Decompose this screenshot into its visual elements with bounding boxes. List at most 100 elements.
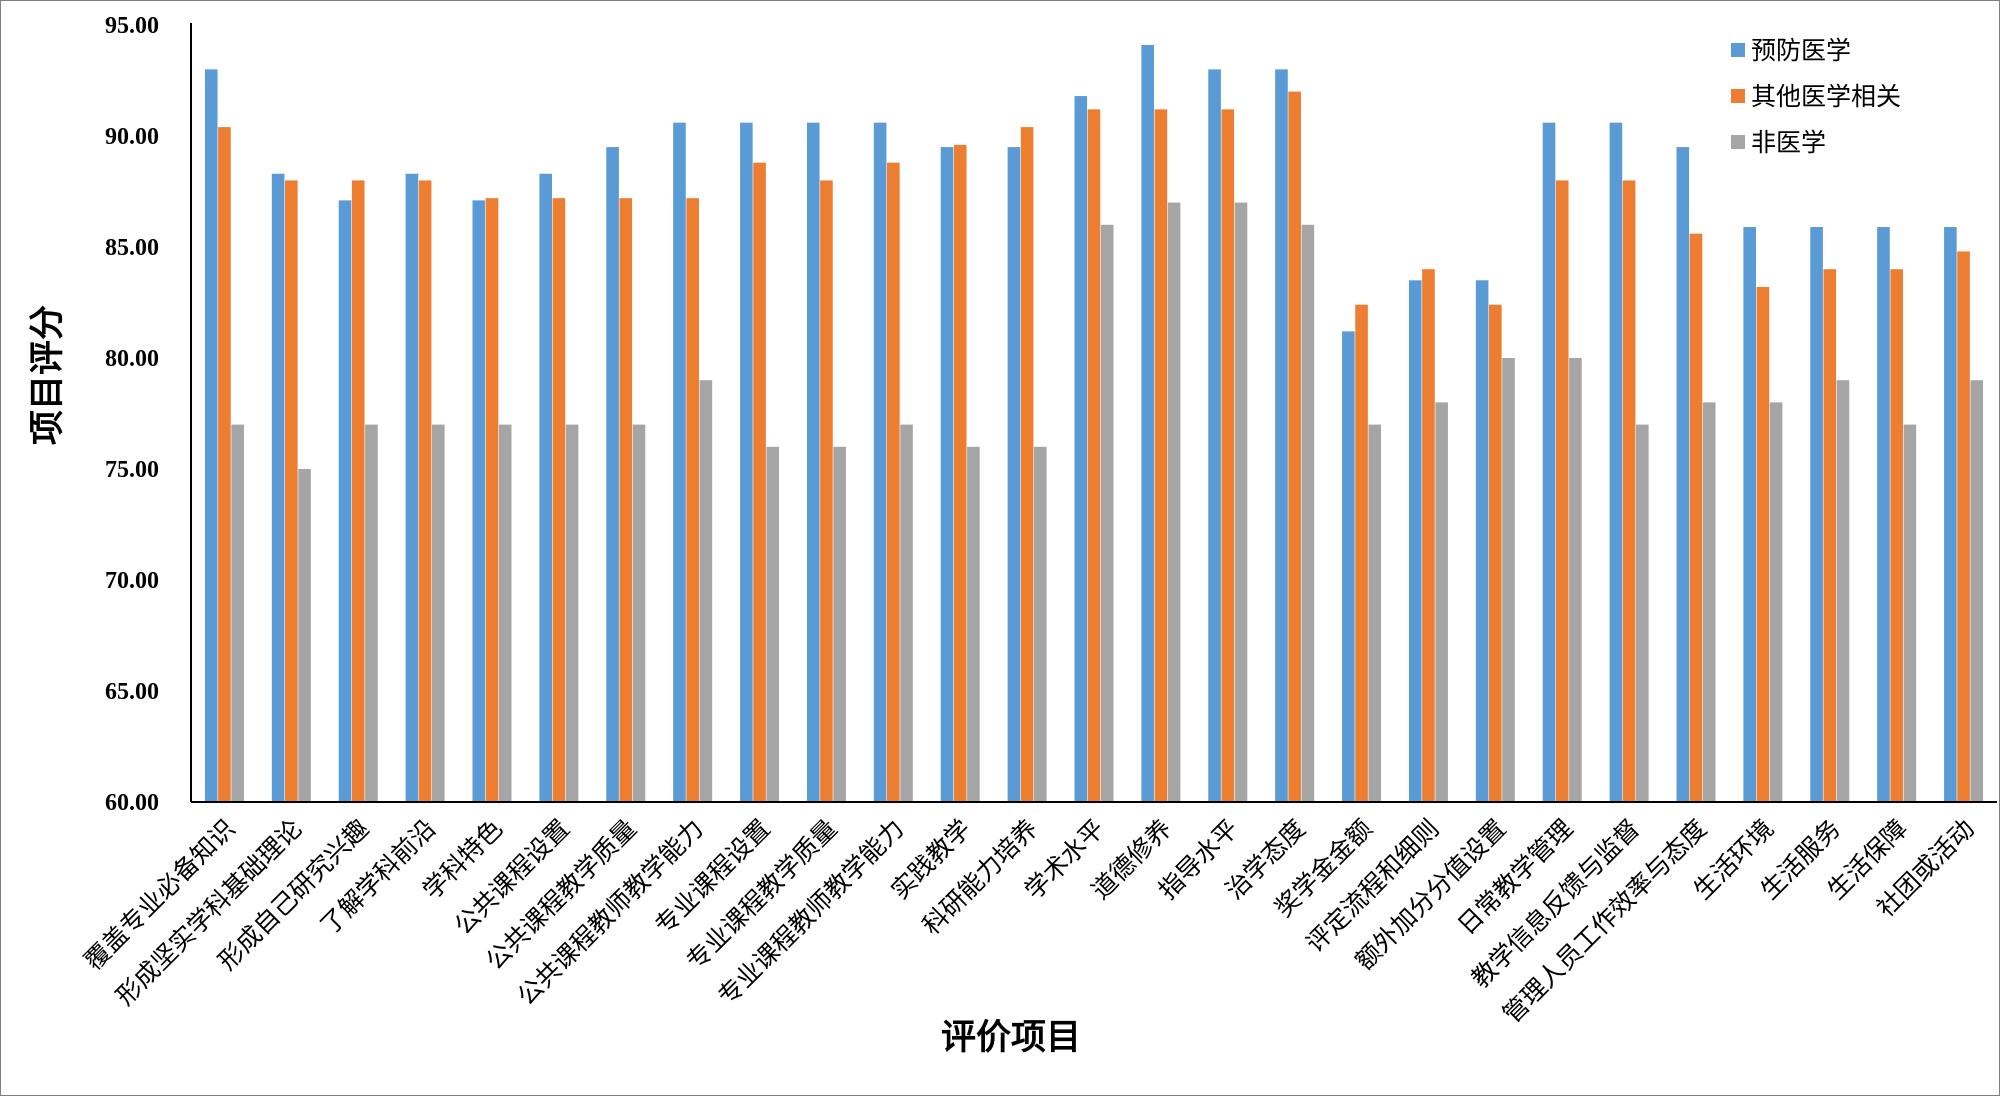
- bar-2-13: [1020, 127, 1034, 803]
- bar-2-25: [1823, 269, 1837, 802]
- axes-layer: [190, 23, 1997, 803]
- bar-1-20: [1475, 280, 1489, 802]
- bar-2-20: [1489, 304, 1502, 802]
- legend-swatch: [1731, 135, 1745, 149]
- bar-2-26: [1890, 269, 1903, 802]
- bar-2-12: [953, 144, 967, 802]
- bar-3-1: [231, 424, 244, 802]
- bar-1-23: [1676, 147, 1690, 803]
- y-tick-label: 80.00: [105, 346, 159, 372]
- bar-3-7: [632, 424, 646, 802]
- y-tick-labels: 60.00 65.00 70.00 75.00 80.00 85.00 90.00 95.00: [105, 13, 159, 816]
- bar-3-27: [1970, 380, 1984, 802]
- bar-1-4: [405, 173, 419, 803]
- y-tick-label: 70.00: [105, 568, 159, 594]
- legend-label: 预防医学: [1751, 36, 1851, 65]
- bar-1-21: [1542, 122, 1556, 803]
- bar-1-18: [1342, 331, 1355, 802]
- bar-1-8: [673, 122, 686, 803]
- bar-1-9: [740, 122, 753, 803]
- bar-1-17: [1275, 69, 1288, 802]
- bar-3-17: [1301, 224, 1315, 803]
- bar-1-27: [1944, 227, 1957, 802]
- bar-2-7: [619, 198, 633, 802]
- x-tick-labels: 覆盖专业必备知识形成坚实学科基础理论形成自己研究兴趣了解学科前沿学科特色公共课程…: [79, 814, 1980, 1029]
- bar-2-11: [887, 162, 900, 802]
- bar-3-18: [1368, 424, 1382, 802]
- x-axis-title: 评价项目: [941, 1018, 1081, 1058]
- bar-3-4: [432, 424, 445, 802]
- bar-1-26: [1877, 227, 1890, 802]
- bar-1-14: [1074, 96, 1088, 803]
- bar-1-19: [1408, 280, 1422, 802]
- bar-2-2: [285, 180, 298, 802]
- bar-1-2: [271, 173, 285, 803]
- bar-1-5: [472, 200, 486, 802]
- bar-3-15: [1167, 202, 1181, 803]
- bar-1-3: [338, 200, 352, 802]
- bar-3-10: [833, 446, 846, 802]
- bar-3-22: [1636, 424, 1649, 802]
- bar-1-13: [1007, 147, 1021, 803]
- bar-3-14: [1100, 224, 1114, 803]
- bar-2-6: [552, 198, 566, 802]
- bar-2-8: [686, 198, 699, 802]
- bar-2-19: [1422, 269, 1435, 802]
- bar-2-21: [1555, 180, 1569, 802]
- bar-2-3: [351, 180, 365, 802]
- bar-2-15: [1154, 109, 1168, 803]
- bar-3-3: [365, 424, 378, 802]
- bar-3-16: [1234, 202, 1248, 803]
- bar-3-21: [1569, 358, 1582, 802]
- legend-label: 其他医学相关: [1751, 82, 1901, 111]
- y-axis-title: 项目评分: [28, 305, 68, 445]
- bar-3-2: [298, 469, 311, 802]
- bar-2-16: [1221, 109, 1235, 803]
- y-tick-label: 75.00: [105, 457, 159, 483]
- bar-3-11: [900, 424, 913, 802]
- bar-3-20: [1502, 358, 1515, 802]
- bar-2-1: [218, 127, 231, 803]
- bar-2-24: [1756, 286, 1770, 803]
- bar-1-24: [1743, 227, 1756, 802]
- bar-1-1: [204, 69, 218, 802]
- y-tick-label: 90.00: [105, 124, 159, 150]
- bar-3-6: [565, 424, 579, 802]
- bar-1-16: [1208, 69, 1221, 802]
- bar-3-13: [1034, 446, 1047, 802]
- bar-2-5: [485, 198, 499, 802]
- legend-swatch: [1731, 43, 1745, 57]
- bar-3-25: [1836, 380, 1850, 802]
- y-tick-label: 85.00: [105, 235, 159, 261]
- bar-2-10: [820, 180, 833, 802]
- bar-2-18: [1355, 304, 1368, 802]
- bar-3-9: [766, 446, 780, 802]
- legend-label: 非医学: [1751, 128, 1826, 157]
- bar-3-12: [967, 446, 980, 802]
- bar-1-11: [873, 122, 887, 803]
- bar-1-25: [1810, 227, 1823, 802]
- bar-2-4: [418, 180, 432, 802]
- bar-2-17: [1288, 91, 1301, 803]
- y-tick-label: 65.00: [105, 679, 159, 705]
- bar-2-27: [1957, 251, 1970, 802]
- y-tick-label: 95.00: [105, 13, 159, 39]
- bar-3-23: [1702, 402, 1716, 802]
- bar-3-24: [1769, 402, 1783, 802]
- bar-2-9: [753, 162, 766, 802]
- bars-layer: [204, 44, 1984, 803]
- bar-1-7: [606, 147, 619, 803]
- legend-swatch: [1731, 89, 1745, 103]
- bar-2-14: [1087, 109, 1101, 803]
- bar-1-15: [1141, 44, 1154, 803]
- bar-3-19: [1435, 402, 1448, 802]
- bar-1-10: [806, 122, 820, 803]
- bar-1-6: [539, 173, 552, 803]
- bar-3-8: [699, 380, 713, 802]
- bar-3-26: [1903, 424, 1917, 802]
- bar-3-5: [498, 424, 512, 802]
- bar-2-23: [1689, 233, 1703, 802]
